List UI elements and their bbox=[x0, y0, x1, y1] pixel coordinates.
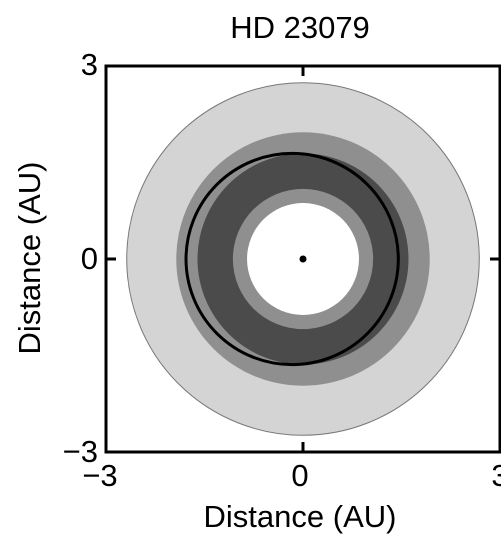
y-tick-label-bottom: −3 bbox=[63, 434, 98, 469]
x-axis-label: Distance (AU) bbox=[204, 499, 397, 534]
orbit-layer bbox=[184, 151, 400, 367]
chart-title: HD 23079 bbox=[230, 10, 370, 45]
x-tick-label-right: 3 bbox=[491, 458, 501, 493]
x-tick-label-middle: 0 bbox=[291, 458, 308, 493]
star-marker bbox=[299, 255, 307, 263]
axis-ticks bbox=[104, 64, 501, 454]
x-tick-label-left: −3 bbox=[82, 458, 117, 493]
planet-orbit bbox=[184, 151, 400, 367]
y-tick-label-top: 3 bbox=[81, 47, 98, 82]
y-axis-label: Distance (AU) bbox=[12, 162, 47, 355]
y-tick-label-middle: 0 bbox=[81, 241, 98, 276]
